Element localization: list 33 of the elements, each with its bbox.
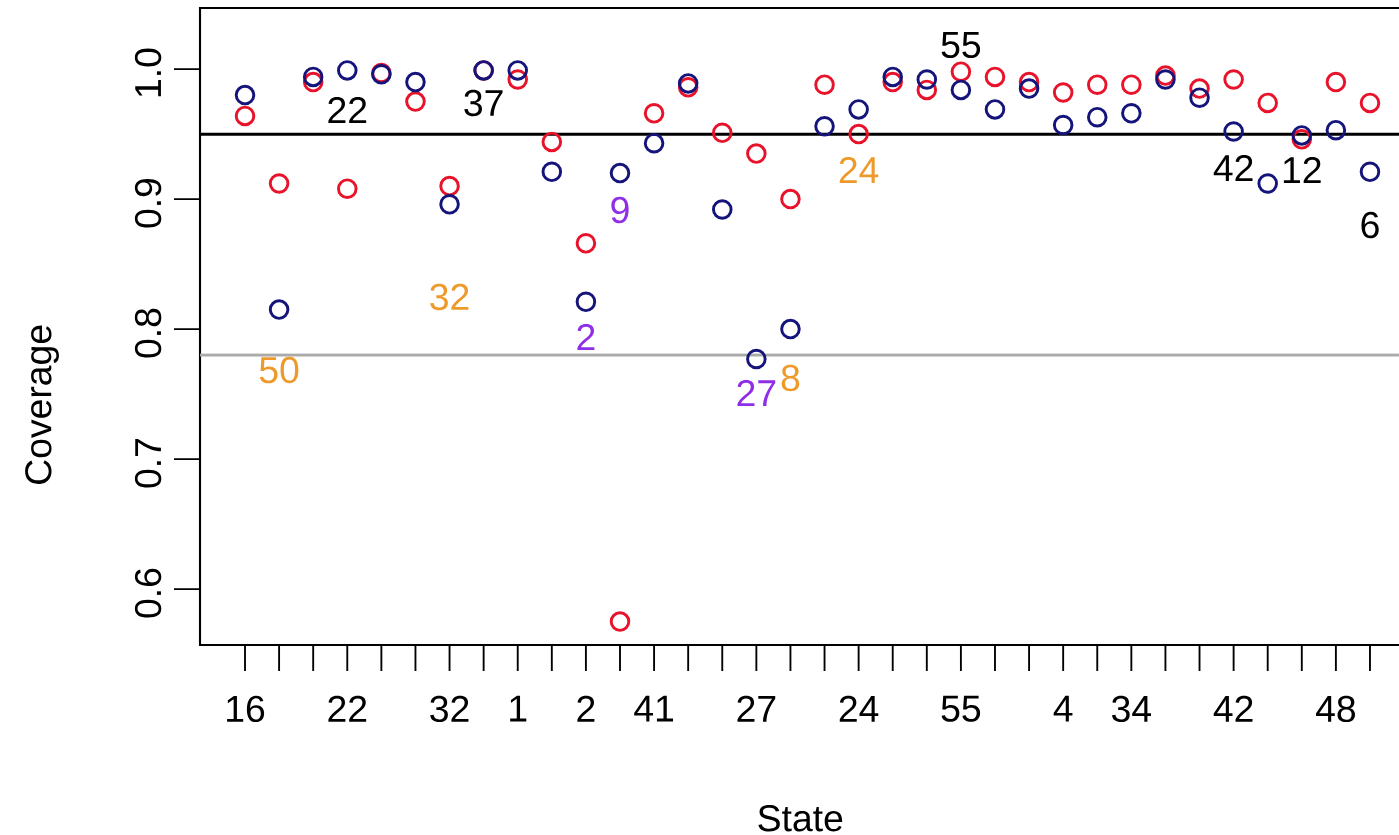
x-tick-label: 1 (510, 695, 527, 722)
x-tick-label: 16 (227, 695, 265, 723)
x-axis-title: State (758, 805, 843, 832)
annotation: 37 (464, 89, 503, 117)
y-tick-label: 0.9 (134, 178, 162, 228)
x-tick-label: 24 (839, 695, 879, 722)
annotation: 8 (781, 364, 800, 392)
x-tick-label: 41 (634, 695, 674, 722)
x-tick-label: 55 (941, 695, 981, 722)
y-axis-title: Coverage (25, 325, 59, 484)
x-tick-label: 32 (430, 695, 469, 723)
annotation: 9 (611, 196, 629, 224)
y-tick-label: 0.8 (134, 308, 162, 358)
y-tick-label: 0.6 (134, 568, 162, 618)
annotation: 50 (259, 356, 299, 384)
y-tick-label: 0.7 (134, 439, 162, 488)
annotation: 55 (941, 31, 981, 59)
annotation: 2 (577, 323, 595, 351)
x-tick-label: 42 (1213, 695, 1253, 722)
x-tick-label: 27 (737, 695, 776, 722)
x-tick-label: 48 (1315, 695, 1356, 723)
x-tick-label: 22 (328, 695, 367, 722)
x-tick-label: 2 (577, 695, 595, 722)
annotation: 22 (328, 96, 367, 124)
annotation: 27 (737, 379, 776, 407)
x-tick-label: 34 (1112, 695, 1151, 723)
y-tick-label: 1.0 (134, 48, 162, 97)
annotation: 24 (839, 156, 879, 184)
annotation: 12 (1283, 156, 1321, 184)
annotation: 32 (430, 283, 469, 311)
x-tick-label: 4 (1053, 695, 1073, 722)
annotation: 6 (1361, 211, 1379, 239)
annotation: 42 (1213, 154, 1253, 182)
